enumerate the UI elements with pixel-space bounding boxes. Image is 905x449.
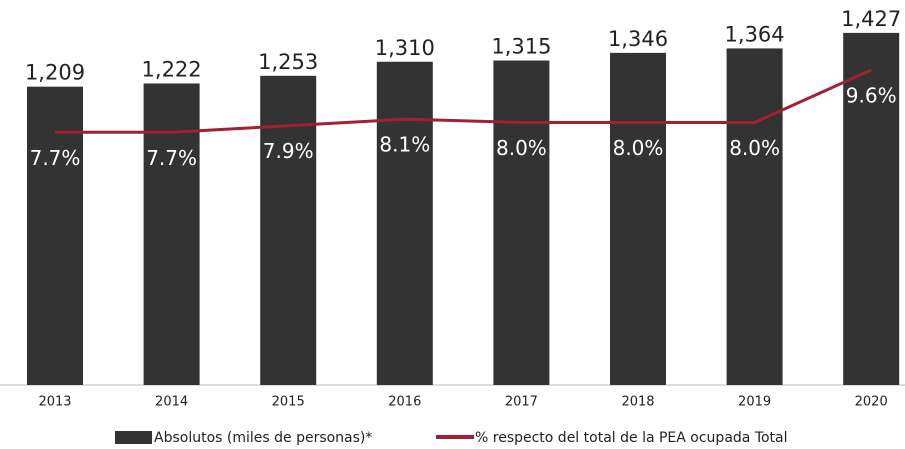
legend-label: Absolutos (miles de personas)*	[154, 430, 372, 446]
x-tick-label: 2019	[738, 395, 771, 410]
bar	[27, 86, 83, 385]
bar	[726, 48, 783, 386]
bar	[376, 61, 433, 386]
bar	[493, 60, 550, 386]
bar	[843, 32, 900, 385]
x-tick-label: 2018	[621, 395, 654, 410]
line-value-label: 7.9%	[263, 139, 314, 163]
x-tick-label: 2016	[388, 395, 421, 410]
bar-value-label: 1,346	[608, 27, 668, 51]
x-tick-label: 2015	[272, 395, 305, 410]
line	[55, 68, 872, 134]
line-value-label: 8.1%	[379, 133, 430, 157]
x-tick-label: 2020	[855, 395, 888, 410]
bar	[260, 75, 317, 386]
bar-value-label: 1,364	[725, 22, 785, 46]
line-value-label: 8.0%	[613, 136, 664, 160]
bar	[610, 52, 666, 386]
line-value-label: 8.0%	[729, 136, 780, 160]
x-tick-label: 2014	[155, 395, 188, 410]
line-value-label: 7.7%	[30, 146, 81, 170]
line-value-label: 9.6%	[846, 83, 897, 107]
bar-value-label: 1,427	[841, 7, 901, 31]
bar	[143, 83, 200, 385]
line-value-label: 8.0%	[496, 136, 547, 160]
x-tick-label: 2017	[505, 395, 538, 410]
bar-value-label: 1,315	[491, 35, 551, 59]
bar-value-label: 1,209	[25, 61, 85, 85]
legend-label: % respecto del total de la PEA ocupada T…	[475, 430, 788, 446]
bar-value-label: 1,253	[258, 50, 318, 74]
bar-value-label: 1,310	[375, 36, 435, 60]
line-value-label: 7.7%	[146, 146, 197, 170]
legend-swatch	[115, 431, 152, 444]
x-tick-label: 2013	[38, 395, 71, 410]
bar-value-label: 1,222	[142, 57, 202, 81]
